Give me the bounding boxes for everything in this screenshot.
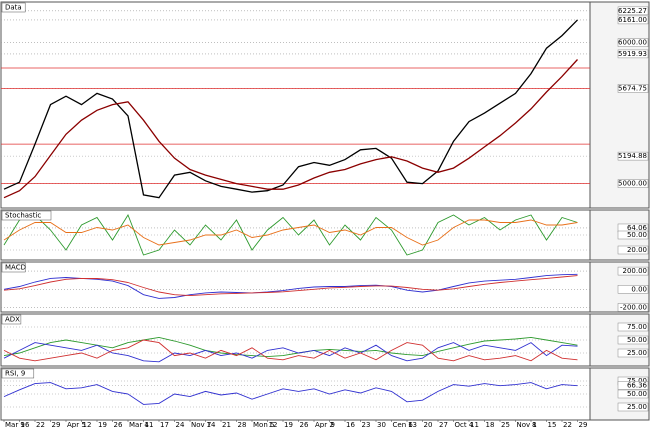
series-line [3, 213, 578, 256]
y-tick-box [617, 151, 649, 161]
x-tick-label: 30 [377, 421, 386, 428]
panel-title: ADX [5, 316, 20, 324]
y-tick-label: 5674.75 [618, 84, 647, 92]
x-tick-label: Nov 7 [191, 421, 211, 428]
x-tick-label: 26 [300, 421, 309, 428]
y-tick-box [617, 402, 649, 412]
y-tick-label: -200.00 [620, 303, 647, 311]
y-tick-label: 75.00 [627, 377, 647, 385]
x-tick-label: 22 [563, 421, 572, 428]
axis-panel [589, 1, 650, 209]
x-tick-label: 16 [21, 421, 30, 428]
y-tick-label: 200.00 [623, 267, 648, 275]
y-tick-box [617, 15, 649, 25]
y-tick-label: 25.00 [627, 403, 647, 411]
x-tick-label: 18 [486, 421, 495, 428]
x-tick-label: Apr 5 [67, 421, 86, 428]
x-tick-label: 12 [83, 421, 92, 428]
y-tick-box [617, 84, 649, 93]
x-tick-label: 12 [269, 421, 278, 428]
x-tick-label: 14 [207, 421, 216, 428]
y-tick-box [617, 348, 649, 358]
panel-title: RSI, 9 [5, 370, 25, 378]
y-tick-label: 66.36 [627, 381, 648, 389]
panel-title-box [1, 314, 22, 325]
series-line [3, 275, 578, 297]
y-tick-box [617, 38, 649, 47]
x-tick-label: 24 [176, 421, 185, 428]
x-tick-label: 17 [160, 421, 169, 428]
y-tick-label: 20.00 [627, 246, 647, 254]
y-tick-box [617, 6, 649, 16]
y-tick-label: 50.00 [627, 390, 647, 398]
x-tick-label: Nov 1 [517, 421, 537, 428]
y-tick-label: 50.00 [627, 336, 647, 344]
y-tick-box [617, 245, 649, 255]
x-tick-label: 11 [470, 421, 479, 428]
x-tick-label: Mar 9 [5, 421, 25, 428]
x-tick-label: 26 [114, 421, 123, 428]
y-tick-label: 50.00 [627, 231, 647, 239]
y-tick-box [617, 322, 649, 332]
x-tick-label: Cen 6 [393, 421, 414, 428]
x-tick-label: 15 [548, 421, 557, 428]
y-tick-label: 6161.00 [618, 16, 647, 24]
y-tick-label: 5000.00 [618, 180, 647, 188]
x-tick-label: 19 [284, 421, 293, 428]
y-tick-label: 5919.93 [618, 50, 647, 58]
series-line [3, 273, 578, 299]
series-line [3, 19, 578, 199]
y-tick-label: 64.06 [627, 224, 648, 232]
panel-title: Stochastic [5, 212, 41, 220]
panel-title-box [1, 368, 35, 379]
series-line [3, 219, 578, 246]
x-tick-label: 13 [408, 421, 417, 428]
x-tick-label: 29 [52, 421, 61, 428]
x-tick-label: 29 [579, 421, 588, 428]
y-tick-box [617, 303, 649, 312]
x-tick-label: 8 [532, 421, 536, 428]
x-tick-label: 22 [36, 421, 45, 428]
x-tick-label: Mon 5 [253, 421, 274, 428]
series-line [3, 336, 578, 358]
panel-title: Data [5, 4, 22, 12]
x-tick-label: Mar 4 [129, 421, 149, 428]
y-tick-label: 5194.88 [618, 152, 647, 160]
y-tick-label: 6225.27 [618, 7, 647, 15]
series-line [3, 59, 578, 199]
y-tick-box [617, 389, 649, 399]
x-tick-label: 9 [331, 421, 335, 428]
y-tick-box [617, 285, 649, 294]
y-tick-box [617, 179, 649, 188]
panel-title: MACD [5, 264, 26, 272]
x-tick-label: 25 [501, 421, 510, 428]
x-tick-label: 19 [98, 421, 107, 428]
y-tick-box [617, 381, 649, 390]
series-line [3, 342, 578, 363]
y-tick-box [617, 266, 649, 276]
x-tick-label: 23 [362, 421, 371, 428]
y-tick-label: 0.00 [631, 285, 647, 293]
x-tick-label: Apr 2 [315, 421, 334, 428]
y-tick-label: 75.00 [627, 323, 647, 331]
x-tick-label: 28 [238, 421, 247, 428]
y-tick-box [617, 335, 649, 345]
x-tick-label: 11 [145, 421, 154, 428]
x-tick-label: 20 [424, 421, 433, 428]
x-tick-label: 21 [222, 421, 231, 428]
x-tick-label: 27 [439, 421, 448, 428]
series-line [3, 339, 578, 362]
panel-title-box [1, 210, 52, 221]
panel-title-box [1, 2, 26, 13]
y-tick-box [617, 230, 649, 240]
panel-title-box [1, 262, 26, 273]
x-tick-label: Oct 4 [455, 421, 474, 428]
y-tick-label: 6000.00 [618, 39, 647, 47]
y-tick-box [617, 49, 649, 59]
x-tick-label: 16 [346, 421, 355, 428]
y-tick-label: 25.00 [627, 349, 647, 357]
series-line [3, 382, 578, 405]
